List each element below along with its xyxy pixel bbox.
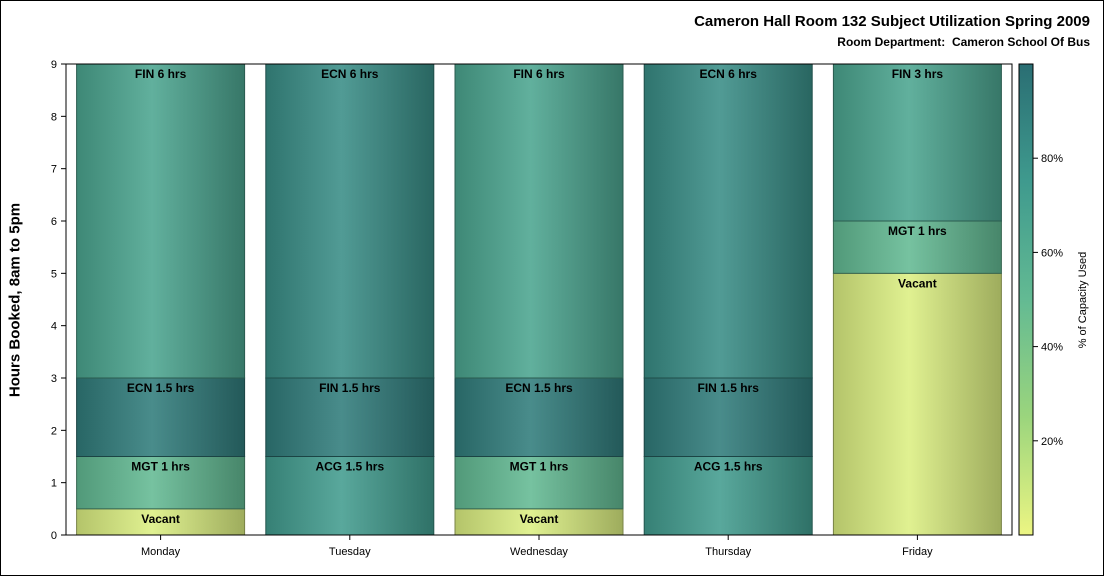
segment-label: Vacant — [898, 276, 937, 290]
x-tick-label: Thursday — [705, 546, 751, 558]
bar-segment-monday-3 — [76, 63, 246, 379]
colorbar-tick-label: 40% — [1041, 342, 1063, 354]
segment-label: FIN 1.5 hrs — [698, 381, 760, 395]
y-tick-label: 2 — [51, 425, 57, 437]
segment-label: ECN 1.5 hrs — [127, 381, 195, 395]
colorbar-tick-label: 60% — [1041, 247, 1063, 259]
bar-segment-friday-2 — [832, 63, 1002, 222]
segment-label: ECN 6 hrs — [321, 67, 379, 81]
y-tick-label: 5 — [51, 268, 57, 280]
bar-segment-tuesday-1 — [265, 377, 435, 457]
y-tick-label: 8 — [51, 111, 57, 123]
bar-segment-wednesday-0 — [454, 508, 624, 536]
bar-segment-thursday-0 — [643, 456, 813, 536]
segment-label: ECN 6 hrs — [700, 67, 758, 81]
colorbar-scale — [1018, 63, 1034, 536]
segment-label: ACG 1.5 hrs — [315, 460, 384, 474]
x-tick-label: Tuesday — [329, 546, 371, 558]
segment-label: ACG 1.5 hrs — [694, 460, 763, 474]
bar-segment-tuesday-2 — [265, 63, 435, 379]
segment-label: FIN 6 hrs — [135, 67, 187, 81]
bar-segment-monday-2 — [76, 377, 246, 457]
bar-segment-wednesday-2 — [454, 377, 624, 457]
segment-label: FIN 3 hrs — [892, 67, 944, 81]
y-tick-label: 0 — [51, 530, 57, 542]
x-tick-label: Friday — [902, 546, 933, 558]
segment-label: Vacant — [141, 512, 180, 526]
segment-label: MGT 1 hrs — [510, 460, 569, 474]
bar-segment-friday-0 — [832, 272, 1002, 536]
segment-label: FIN 1.5 hrs — [319, 381, 381, 395]
bar-segment-tuesday-0 — [265, 456, 435, 536]
y-tick-label: 3 — [51, 373, 57, 385]
bar-segment-thursday-2 — [643, 63, 813, 379]
bars-group: Vacant MGT 1 hrs ECN 1.5 hrs FIN 6 hrs ACG 1… — [76, 63, 1002, 536]
bar-segment-friday-1 — [832, 220, 1002, 274]
y-tick-label: 4 — [51, 321, 57, 333]
colorbar: 20% 40% 60% 80% — [1018, 63, 1063, 536]
segment-label: MGT 1 hrs — [888, 224, 947, 238]
segment-label: ECN 1.5 hrs — [505, 381, 573, 395]
chart-subtitle: Room Department: Cameron School Of Bus — [837, 35, 1090, 49]
y-tick-label: 1 — [51, 478, 57, 490]
colorbar-tick-label: 80% — [1041, 153, 1063, 165]
segment-label: MGT 1 hrs — [131, 460, 190, 474]
colorbar-tick-label: 20% — [1041, 436, 1063, 448]
x-tick-label: Monday — [141, 546, 181, 558]
bar-segment-wednesday-3 — [454, 63, 624, 379]
y-tick-label: 9 — [51, 59, 57, 71]
bar-segment-thursday-1 — [643, 377, 813, 457]
y-tick-label: 7 — [51, 164, 57, 176]
segment-label: FIN 6 hrs — [513, 67, 565, 81]
axes-group: 0 1 2 3 4 5 6 7 8 9 Monday Tuesday Wednesday Thursday… — [51, 59, 1013, 558]
bar-segment-monday-1 — [76, 456, 246, 510]
segment-label: Vacant — [520, 512, 559, 526]
x-tick-label: Wednesday — [510, 546, 568, 558]
chart-title: Cameron Hall Room 132 Subject Utilizatio… — [694, 13, 1090, 30]
y-tick-label: 6 — [51, 216, 57, 228]
